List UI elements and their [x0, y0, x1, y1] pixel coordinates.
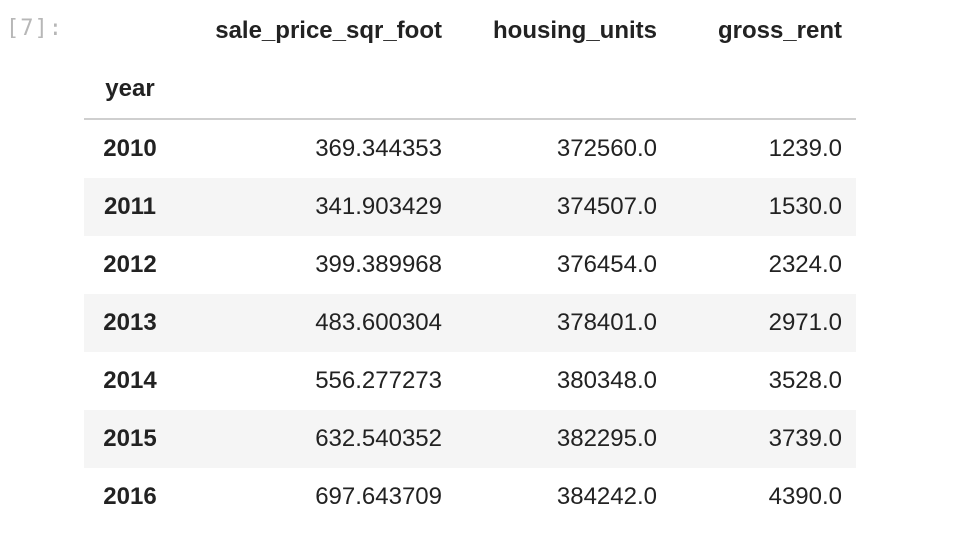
empty-header-cell [671, 60, 856, 120]
corner-cell [84, 2, 176, 60]
cell-housing-units: 380348.0 [556, 367, 657, 394]
column-header-sale-price-sqr-foot: sale_price_sqr_foot [215, 17, 442, 44]
cell-housing-units: 384242.0 [556, 483, 657, 510]
cell-gross-rent: 3528.0 [768, 367, 842, 394]
cell-housing-units: 374507.0 [556, 193, 657, 220]
index-name-header: year [84, 60, 176, 120]
cell-sale-price-sqr-foot: 632.540352 [315, 425, 442, 452]
cell-housing-units: 378401.0 [556, 309, 657, 336]
table-body: 2010 369.344353 372560.0 1239.0 2011 341.9034… [84, 119, 856, 526]
empty-header-cell [456, 60, 671, 120]
cell-gross-rent: 1530.0 [768, 193, 842, 220]
index-name-row: year [84, 60, 856, 120]
row-index-year: 2015 [103, 425, 157, 452]
table-row: 2015 632.540352 382295.0 3739.0 [84, 410, 856, 468]
cell-housing-units: 382295.0 [556, 425, 657, 452]
row-index-year: 2016 [103, 483, 157, 510]
cell-housing-units: 372560.0 [556, 135, 657, 162]
column-header-housing-units: housing_units [493, 17, 657, 44]
cell-sale-price-sqr-foot: 399.389968 [315, 251, 442, 278]
row-index-year: 2012 [103, 251, 157, 278]
cell-gross-rent: 1239.0 [768, 135, 842, 162]
cell-sale-price-sqr-foot: 556.277273 [315, 367, 442, 394]
column-header-row: sale_price_sqr_foot housing_units gross_… [84, 2, 856, 60]
table-row: 2013 483.600304 378401.0 2971.0 [84, 294, 856, 352]
column-header-gross-rent: gross_rent [717, 17, 842, 44]
cell-housing-units: 376454.0 [556, 251, 657, 278]
table-row: 2016 697.643709 384242.0 4390.0 [84, 468, 856, 526]
empty-header-cell [176, 60, 456, 120]
row-index-year: 2014 [103, 367, 157, 394]
table-header: sale_price_sqr_foot housing_units gross_… [84, 2, 856, 120]
cell-sale-price-sqr-foot: 341.903429 [315, 193, 442, 220]
execution-count-prompt: [7]: [6, 16, 63, 41]
row-index-year: 2013 [103, 309, 157, 336]
cell-sale-price-sqr-foot: 483.600304 [315, 309, 442, 336]
dataframe-table: sale_price_sqr_foot housing_units gross_… [84, 2, 856, 526]
row-index-year: 2011 [103, 193, 157, 220]
cell-gross-rent: 2324.0 [768, 251, 842, 278]
table-row: 2012 399.389968 376454.0 2324.0 [84, 236, 856, 294]
cell-sale-price-sqr-foot: 697.643709 [315, 483, 442, 510]
table-row: 2010 369.344353 372560.0 1239.0 [84, 119, 856, 178]
cell-gross-rent: 4390.0 [768, 483, 842, 510]
table-row: 2011 341.903429 374507.0 1530.0 [84, 178, 856, 236]
cell-gross-rent: 2971.0 [768, 309, 842, 336]
table-row: 2014 556.277273 380348.0 3528.0 [84, 352, 856, 410]
row-index-year: 2010 [103, 135, 157, 162]
cell-gross-rent: 3739.0 [768, 425, 842, 452]
cell-sale-price-sqr-foot: 369.344353 [315, 135, 442, 162]
